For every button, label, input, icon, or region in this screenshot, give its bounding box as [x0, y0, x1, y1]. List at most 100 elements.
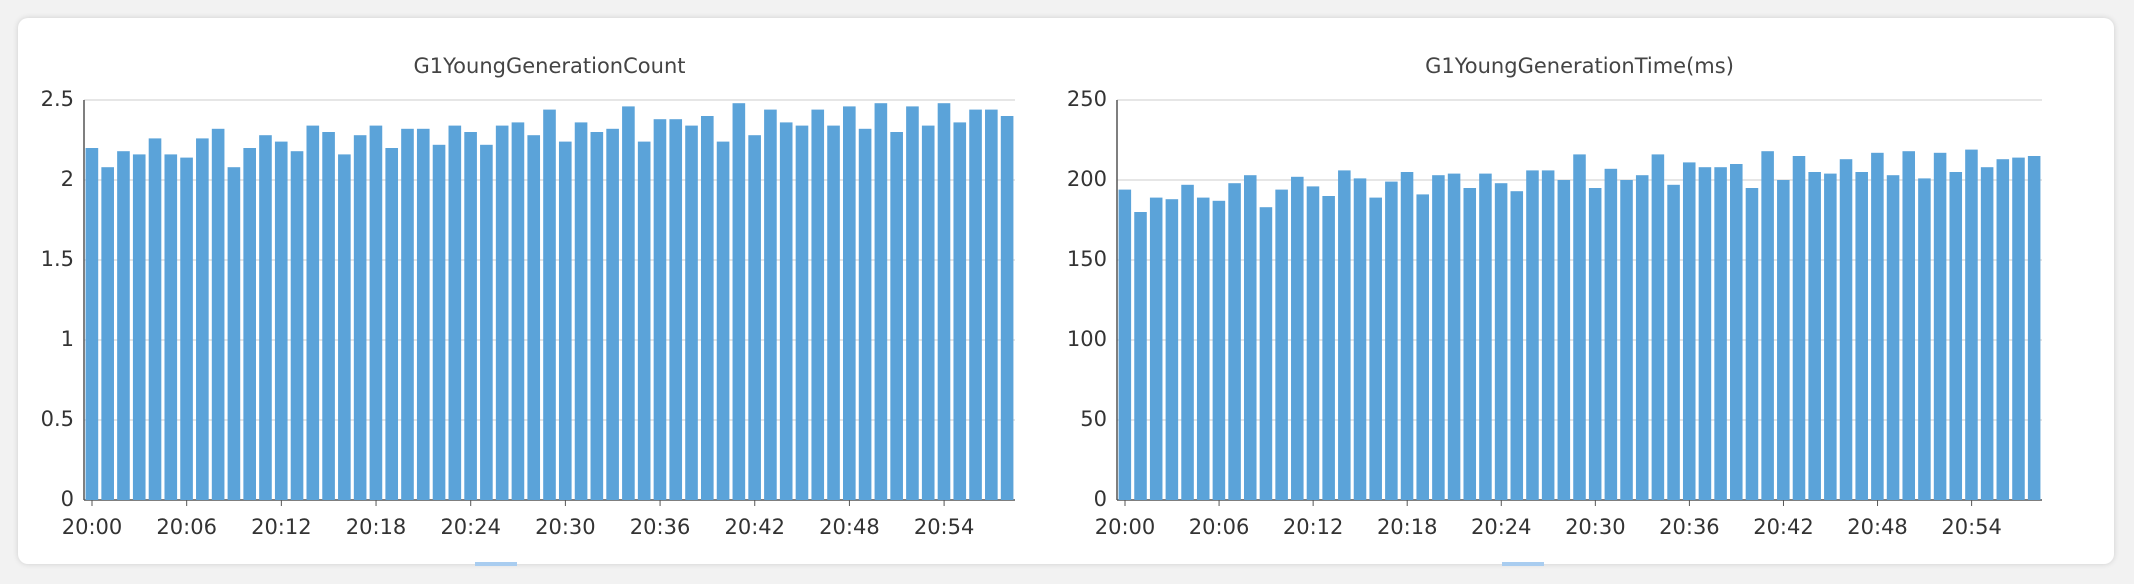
x-tick-label: 20:06	[1189, 515, 1250, 539]
bar	[906, 106, 919, 501]
bar	[2027, 156, 2041, 500]
bar	[495, 125, 509, 500]
x-tick-label: 20:24	[440, 515, 501, 539]
bar	[1196, 197, 1210, 500]
bar	[1510, 191, 1524, 500]
bar	[1118, 189, 1132, 500]
bar	[716, 141, 730, 500]
bar	[1338, 170, 1351, 500]
bar	[243, 148, 256, 500]
scroll-handle	[475, 562, 517, 566]
bar	[1494, 183, 1508, 500]
x-tick-label: 20:48	[819, 515, 880, 539]
bar	[385, 148, 399, 500]
bar	[937, 103, 951, 500]
bar	[353, 135, 367, 500]
bar	[1243, 175, 1257, 500]
bar	[827, 125, 840, 500]
y-tick-label: 2.5	[41, 87, 74, 111]
bar	[1369, 197, 1382, 500]
bar	[1604, 168, 1618, 501]
bar	[1714, 167, 1727, 500]
y-tick-label: 200	[1067, 167, 1107, 191]
bar	[401, 128, 414, 501]
bar	[1839, 159, 1853, 500]
bar	[858, 128, 872, 501]
bar	[322, 132, 335, 500]
x-tick-label: 20:54	[914, 515, 975, 539]
bar	[1432, 175, 1445, 500]
x-tick-label: 20:48	[1847, 515, 1908, 539]
bar	[543, 109, 556, 500]
bar	[164, 154, 178, 500]
bar	[1933, 152, 1947, 501]
bar	[274, 141, 288, 500]
bar	[1275, 189, 1288, 500]
bar	[85, 148, 99, 500]
bar	[1792, 156, 1806, 500]
bar	[2012, 157, 2025, 500]
bar	[1212, 200, 1226, 501]
x-tick-label: 20:42	[724, 515, 785, 539]
x-tick-label: 20:30	[535, 515, 596, 539]
y-tick-label: 0.5	[41, 407, 74, 431]
bar	[1871, 152, 1884, 501]
bar	[211, 128, 225, 501]
bar	[1353, 178, 1367, 500]
bar	[1228, 183, 1241, 500]
bar	[732, 103, 746, 500]
bar	[843, 106, 856, 501]
bar	[1745, 188, 1759, 500]
y-tick-label: 2	[61, 167, 74, 191]
bar	[1855, 172, 1868, 500]
bar	[953, 122, 967, 501]
bar	[590, 132, 604, 500]
bar	[1322, 196, 1335, 500]
bar	[1682, 162, 1696, 500]
bar	[1557, 180, 1571, 500]
y-tick-label: 0	[61, 487, 74, 511]
bar	[448, 125, 462, 500]
bar	[1886, 175, 1900, 500]
bar	[1447, 173, 1461, 500]
bar	[1620, 180, 1633, 500]
x-tick-label: 20:00	[1095, 515, 1156, 539]
bar	[574, 122, 588, 501]
bar	[306, 125, 320, 500]
x-tick-label: 20:18	[1377, 515, 1438, 539]
bar	[117, 151, 130, 500]
bar	[1980, 167, 1994, 500]
bar	[653, 119, 667, 500]
bar	[1400, 172, 1414, 500]
bar	[921, 125, 935, 500]
bar	[1965, 149, 1978, 500]
y-tick-label: 50	[1080, 407, 1107, 431]
bar	[1761, 151, 1774, 500]
scroll-handle	[1502, 562, 1544, 566]
bar	[432, 144, 446, 501]
bar	[1777, 180, 1790, 500]
bar	[1165, 199, 1179, 500]
bar	[1651, 154, 1665, 500]
bar	[985, 109, 998, 500]
x-tick-label: 20:36	[1659, 515, 1720, 539]
y-tick-label: 150	[1067, 247, 1107, 271]
x-tick-label: 20:12	[1283, 515, 1344, 539]
bar	[1526, 170, 1539, 500]
bar	[196, 138, 209, 500]
y-tick-label: 250	[1067, 87, 1107, 111]
bar	[527, 135, 541, 500]
bar	[259, 135, 272, 500]
bar	[811, 109, 825, 500]
bar	[101, 167, 114, 500]
bar	[1479, 173, 1492, 500]
bar	[511, 122, 525, 501]
y-tick-label: 100	[1067, 327, 1107, 351]
y-tick-label: 1.5	[41, 247, 74, 271]
bar	[890, 132, 903, 500]
bar	[1824, 173, 1837, 500]
chart-title: G1YoungGenerationCount	[414, 54, 686, 78]
bar	[338, 154, 351, 500]
